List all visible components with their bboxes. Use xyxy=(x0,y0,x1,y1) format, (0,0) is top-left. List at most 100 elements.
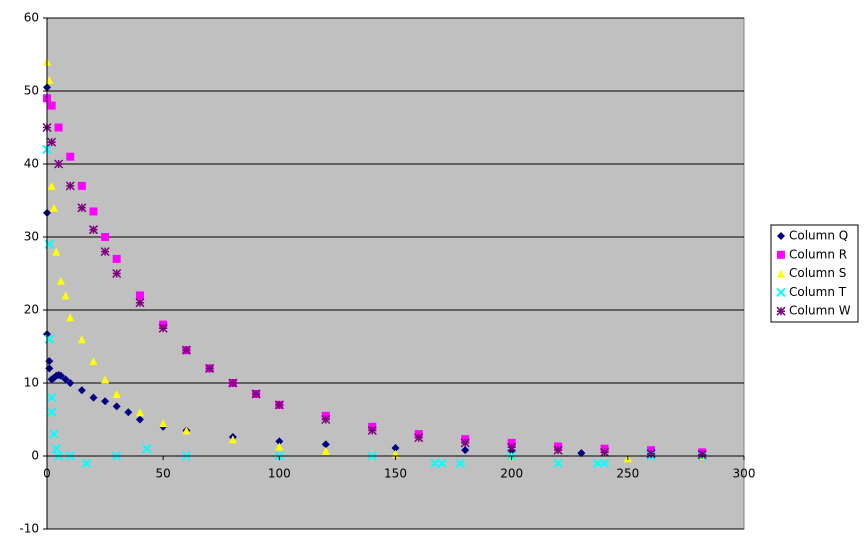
x-tick-label: 200 xyxy=(500,467,523,481)
point xyxy=(507,438,516,447)
point xyxy=(135,415,144,424)
point xyxy=(101,375,110,384)
point xyxy=(61,291,70,300)
point xyxy=(391,443,400,452)
point xyxy=(600,447,610,457)
point xyxy=(46,407,57,417)
legend-label: Column S xyxy=(789,266,846,280)
x-tick-label: 300 xyxy=(733,467,756,481)
point xyxy=(135,408,144,417)
point xyxy=(135,298,145,308)
point xyxy=(88,225,98,235)
point xyxy=(367,425,377,435)
legend-label: Column Q xyxy=(789,229,848,243)
point xyxy=(228,435,237,444)
point xyxy=(46,392,57,403)
point xyxy=(553,458,563,469)
point xyxy=(77,181,86,190)
point xyxy=(56,276,65,285)
legend-label: Column R xyxy=(789,247,847,261)
point xyxy=(100,247,110,257)
point xyxy=(101,397,110,406)
point xyxy=(54,123,63,132)
y-tick-label: 60 xyxy=(24,11,39,25)
point xyxy=(47,101,56,110)
point xyxy=(461,446,470,455)
legend-marker xyxy=(777,250,785,259)
point xyxy=(321,446,330,455)
point xyxy=(66,152,75,161)
point xyxy=(51,443,62,454)
legend-marker xyxy=(776,287,786,298)
point xyxy=(181,345,191,355)
point xyxy=(112,268,122,279)
point xyxy=(47,137,57,147)
point xyxy=(77,335,86,344)
point xyxy=(52,247,61,256)
point xyxy=(460,438,470,448)
point xyxy=(158,323,168,333)
point xyxy=(321,414,331,425)
legend-label: Column W xyxy=(789,304,851,318)
y-tick-label: 50 xyxy=(24,84,39,98)
x-tick-label: 50 xyxy=(156,467,171,481)
point xyxy=(599,458,610,469)
point xyxy=(77,386,86,395)
point xyxy=(182,426,191,435)
point xyxy=(101,233,110,241)
y-tick-label: -10 xyxy=(19,522,39,536)
point xyxy=(81,458,92,469)
point xyxy=(66,313,75,322)
point xyxy=(275,442,284,451)
point xyxy=(697,450,707,460)
point xyxy=(49,429,59,439)
point xyxy=(507,442,517,452)
x-tick-label: 0 xyxy=(43,467,51,481)
point xyxy=(455,458,466,469)
point xyxy=(274,400,284,410)
point xyxy=(89,357,98,366)
point xyxy=(47,181,56,190)
point xyxy=(159,419,168,428)
point xyxy=(321,440,330,449)
point xyxy=(89,393,98,402)
point xyxy=(577,449,586,458)
point xyxy=(592,458,603,469)
point xyxy=(77,203,87,213)
point xyxy=(251,389,261,399)
legend-marker xyxy=(777,269,785,278)
point xyxy=(66,379,75,387)
point xyxy=(112,254,121,263)
point xyxy=(142,443,152,454)
plot-area xyxy=(46,17,745,530)
legend-marker xyxy=(776,306,786,316)
point xyxy=(228,378,238,388)
legend-box xyxy=(770,224,859,323)
point xyxy=(275,437,284,446)
point xyxy=(89,207,98,216)
point xyxy=(61,375,70,384)
x-tick-label: 250 xyxy=(616,467,639,481)
point xyxy=(65,181,75,191)
legend-label: Column T xyxy=(789,285,847,299)
point xyxy=(414,433,424,443)
x-tick-label: 150 xyxy=(384,467,407,481)
point xyxy=(646,449,656,459)
point xyxy=(124,408,133,417)
point xyxy=(430,458,440,469)
point xyxy=(553,445,563,455)
y-tick-label: 0 xyxy=(31,449,39,463)
point xyxy=(135,291,144,300)
point xyxy=(437,458,447,469)
point xyxy=(205,363,215,373)
y-tick-label: 40 xyxy=(24,157,39,171)
point xyxy=(112,402,121,411)
x-tick-label: 100 xyxy=(268,467,291,481)
legend-marker xyxy=(777,232,785,240)
y-tick-label: 30 xyxy=(24,230,39,244)
y-tick-label: 20 xyxy=(24,303,39,317)
point xyxy=(112,389,121,398)
point xyxy=(54,159,64,169)
y-tick-label: 10 xyxy=(24,376,39,390)
